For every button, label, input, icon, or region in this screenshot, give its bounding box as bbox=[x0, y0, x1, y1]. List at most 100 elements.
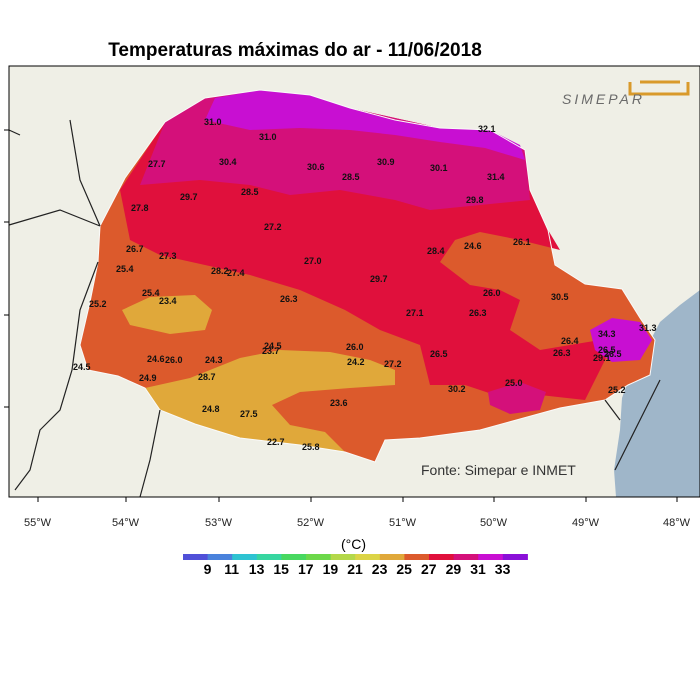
station-value: 30.4 bbox=[219, 157, 237, 167]
station-value: 27.3 bbox=[159, 251, 177, 261]
station-value: 34.3 bbox=[598, 329, 616, 339]
station-value: 25.2 bbox=[608, 385, 626, 395]
station-value: 27.2 bbox=[384, 359, 402, 369]
station-value: 26.0 bbox=[165, 355, 183, 365]
station-value: 26.0 bbox=[346, 342, 364, 352]
station-value: 25.8 bbox=[302, 442, 320, 452]
legend-tick-label: 17 bbox=[298, 561, 314, 577]
station-value: 24.9 bbox=[139, 373, 157, 383]
station-value: 26.5 bbox=[598, 345, 616, 355]
legend-tick-label: 9 bbox=[203, 561, 212, 577]
station-value: 30.1 bbox=[430, 163, 448, 173]
station-value: 31.3 bbox=[639, 323, 657, 333]
legend-tick-label: 19 bbox=[322, 561, 339, 577]
station-value: 27.2 bbox=[264, 222, 282, 232]
border-lines bbox=[8, 119, 661, 498]
legend-unit: (°C) bbox=[341, 536, 367, 552]
legend-swatch bbox=[429, 554, 455, 560]
legend-swatch bbox=[478, 554, 504, 560]
station-value: 31.0 bbox=[259, 132, 277, 142]
longitude-label: 52°W bbox=[297, 517, 325, 529]
longitude-label: 49°W bbox=[572, 517, 600, 529]
station-value: 31.4 bbox=[487, 172, 505, 182]
station-value: 29.1 bbox=[593, 353, 611, 363]
station-value: 24.6 bbox=[464, 241, 482, 251]
station-value: 24.6 bbox=[147, 354, 165, 364]
logo-text: SIMEPAR bbox=[562, 91, 645, 107]
station-value: 24.8 bbox=[202, 404, 220, 414]
station-value: 22.7 bbox=[267, 437, 285, 447]
legend-swatch bbox=[330, 554, 356, 560]
station-value: 26.1 bbox=[513, 237, 531, 247]
legend-tick-label: 25 bbox=[396, 561, 412, 577]
legend-tick-label: 11 bbox=[224, 561, 239, 577]
station-value: 30.5 bbox=[551, 292, 569, 302]
region-33 bbox=[205, 90, 525, 160]
color-legend bbox=[183, 554, 528, 560]
station-value: 27.4 bbox=[227, 268, 245, 278]
legend-tick-label: 31 bbox=[470, 561, 486, 577]
station-value: 28.2 bbox=[211, 266, 229, 276]
station-value: 27.5 bbox=[240, 409, 258, 419]
map-title: Temperaturas máximas do ar - 11/06/2018 bbox=[108, 40, 482, 61]
station-value: 28.7 bbox=[198, 372, 216, 382]
legend-swatch bbox=[502, 554, 528, 560]
station-value: 28.4 bbox=[427, 246, 445, 256]
station-value: 27.1 bbox=[406, 308, 424, 318]
longitude-label: 53°W bbox=[205, 517, 233, 529]
station-value: 23.7 bbox=[262, 346, 280, 356]
axis-ticks bbox=[4, 129, 678, 502]
station-value: 25.0 bbox=[505, 378, 523, 388]
station-value: 26.4 bbox=[561, 336, 579, 346]
map-frame bbox=[8, 65, 700, 498]
station-value: 26.5 bbox=[604, 349, 622, 359]
legend-swatch bbox=[306, 554, 332, 560]
station-value: 29.7 bbox=[180, 192, 198, 202]
legend-swatch bbox=[207, 554, 233, 560]
station-labels: 31.0 31.0 32.1 27.7 30.4 30.6 30.9 30.1 28.5 31.4… bbox=[73, 117, 657, 452]
region-33-spot bbox=[488, 382, 546, 414]
station-value: 30.6 bbox=[307, 162, 325, 172]
station-value: 24.5 bbox=[264, 341, 282, 351]
longitude-label: 51°W bbox=[389, 517, 417, 529]
station-value: 30.2 bbox=[448, 384, 466, 394]
longitude-label: 55°W bbox=[24, 517, 52, 529]
legend-tick-label: 29 bbox=[445, 561, 462, 577]
legend-tick-label: 27 bbox=[421, 561, 437, 577]
legend-swatch bbox=[355, 554, 381, 560]
station-value: 23.4 bbox=[159, 296, 177, 306]
station-value: 27.0 bbox=[304, 256, 322, 266]
station-value: 26.7 bbox=[126, 244, 144, 254]
station-value: 28.5 bbox=[342, 172, 360, 182]
legend-swatch bbox=[404, 554, 430, 560]
station-value: 26.3 bbox=[469, 308, 487, 318]
station-value: 24.5 bbox=[73, 362, 91, 372]
legend-tick-label: 23 bbox=[371, 561, 388, 577]
region-25-south bbox=[145, 350, 395, 452]
station-value: 29.7 bbox=[370, 274, 388, 284]
station-value: 26.3 bbox=[280, 294, 298, 304]
station-value: 25.4 bbox=[142, 288, 160, 298]
longitude-label: 50°W bbox=[480, 517, 508, 529]
station-value: 26.0 bbox=[483, 288, 501, 298]
station-value: 29.8 bbox=[466, 195, 484, 205]
legend-tick-label: 15 bbox=[273, 561, 289, 577]
station-value: 24.2 bbox=[347, 357, 365, 367]
source-note: Fonte: Simepar e INMET bbox=[421, 462, 576, 478]
legend-tick-label: 33 bbox=[494, 561, 511, 577]
legend-swatch bbox=[183, 554, 209, 560]
region-25-west bbox=[122, 295, 212, 334]
legend-swatch bbox=[453, 554, 479, 560]
legend-swatch bbox=[281, 554, 307, 560]
legend-swatch bbox=[232, 554, 258, 560]
station-value: 26.5 bbox=[430, 349, 448, 359]
ocean bbox=[614, 290, 700, 497]
station-value: 23.6 bbox=[330, 398, 348, 408]
station-value: 30.9 bbox=[377, 157, 395, 167]
station-value: 25.4 bbox=[116, 264, 134, 274]
legend-swatch bbox=[256, 554, 282, 560]
region-33-east bbox=[590, 318, 652, 362]
longitude-label: 48°W bbox=[663, 517, 691, 529]
logo-mark bbox=[628, 80, 690, 96]
